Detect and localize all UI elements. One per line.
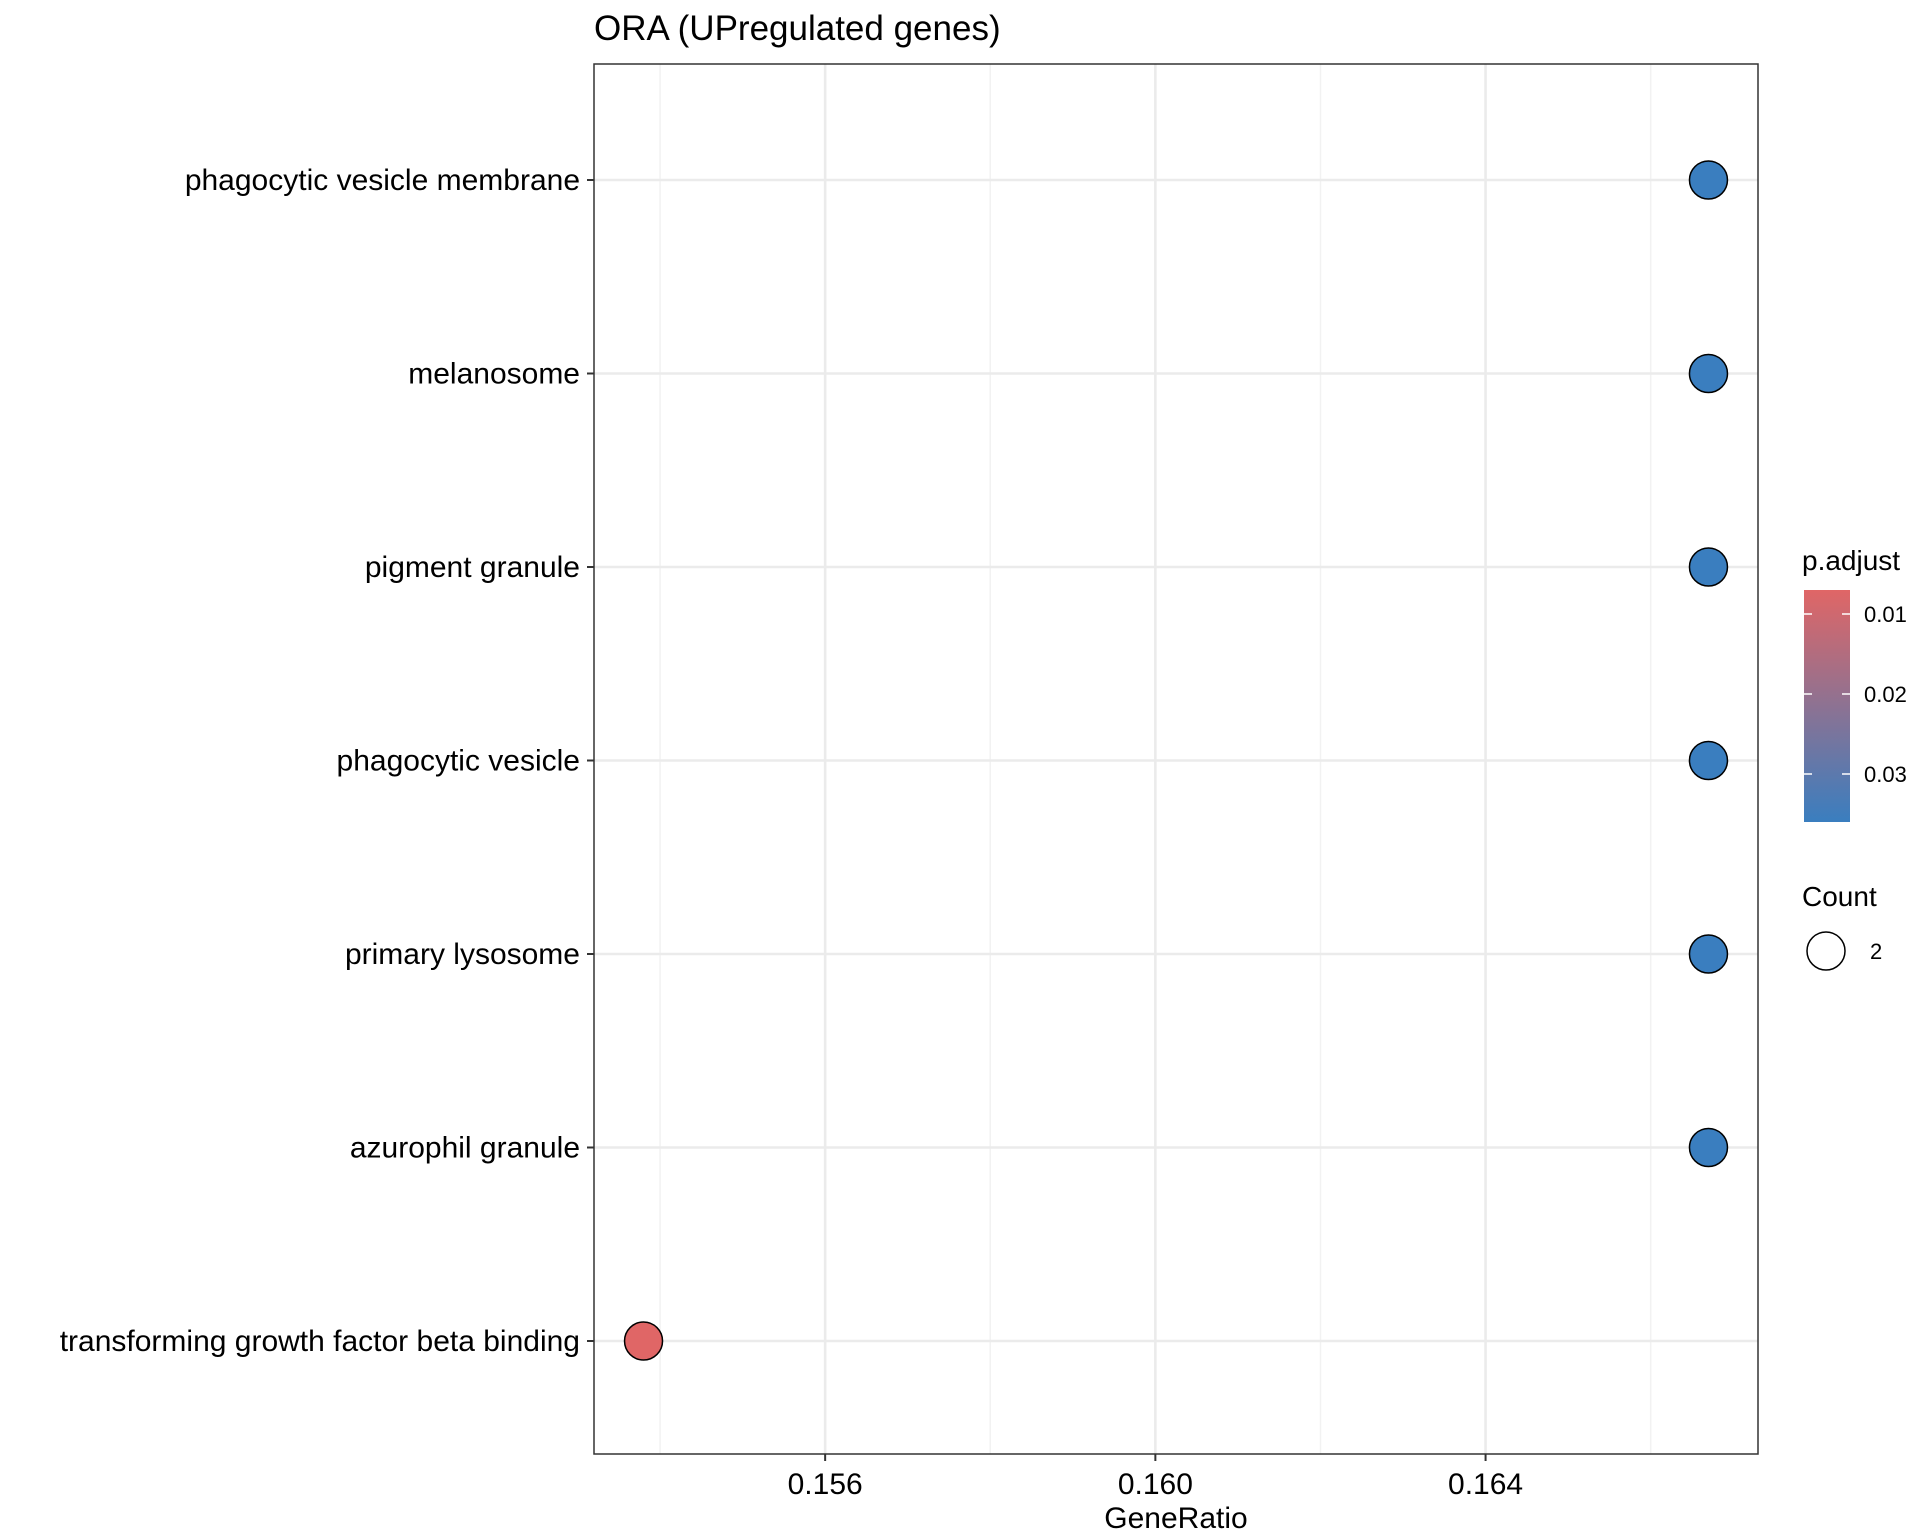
y-tick-label: azurophil granule [350,1132,580,1165]
data-point [1688,934,1729,974]
size-legend-key [1806,931,1846,971]
panel-border [593,63,1759,1455]
color-bar [1804,590,1850,822]
data-point [1688,740,1729,781]
size-legend-label: 2 [1870,939,1882,964]
y-tick-label: melanosome [408,358,580,391]
x-tick-label: 0.156 [788,1468,863,1501]
y-tick-label: transforming growth factor beta binding [60,1325,580,1358]
y-tick-label: pigment granule [365,551,580,584]
grid [594,64,1758,1454]
plot-title: ORA (UPregulated genes) [594,9,1001,48]
points [623,160,1729,1361]
y-tick-label: primary lysosome [345,938,580,971]
x-axis: 0.156 0.160 0.164 [788,1454,1523,1501]
color-legend-label: 0.02 [1864,682,1907,707]
data-point [1688,547,1729,587]
data-point [1688,353,1729,394]
y-tick-label: phagocytic vesicle [337,745,580,778]
x-tick-label: 0.160 [1118,1468,1193,1501]
x-axis-title: GeneRatio [1104,1502,1247,1535]
size-legend: Count 2 [1802,881,1882,971]
color-legend: p.adjust 0.01 0.02 0.03 [1802,545,1907,822]
data-point [623,1321,664,1361]
color-legend-label: 0.03 [1864,762,1907,787]
color-legend-label: 0.01 [1864,602,1907,627]
y-tick-label: phagocytic vesicle membrane [185,164,580,197]
color-legend-title: p.adjust [1802,545,1900,576]
size-legend-title: Count [1802,881,1877,912]
x-tick-label: 0.164 [1448,1468,1523,1501]
data-point [1688,1127,1729,1168]
y-axis: phagocytic vesicle membrane melanosome pig… [60,164,594,1358]
data-point [1688,160,1729,200]
